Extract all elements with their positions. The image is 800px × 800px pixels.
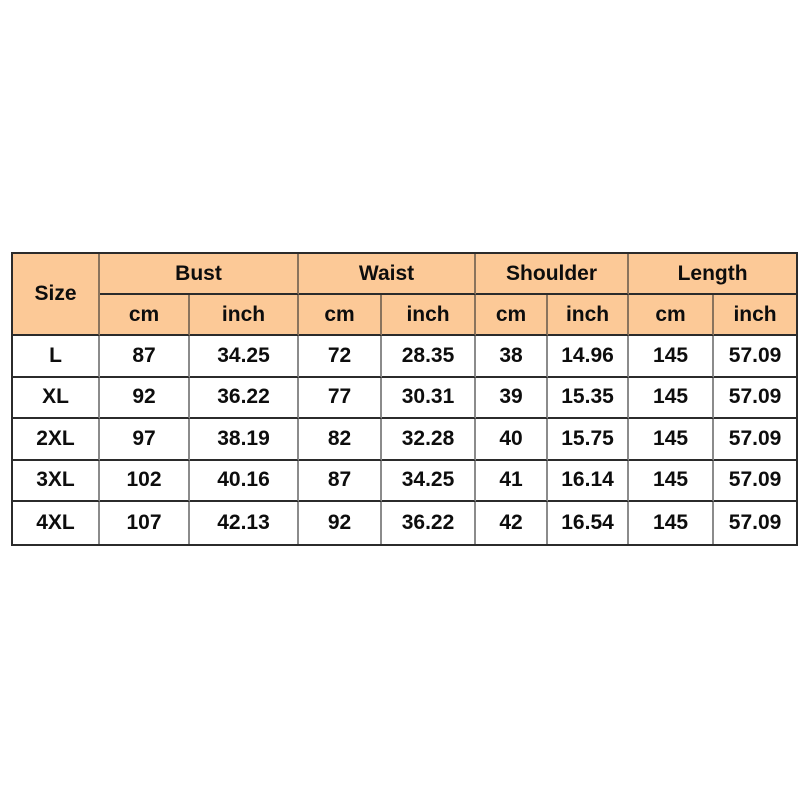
value-cell: 38 [476,336,549,378]
size-cell: 2XL [13,419,100,461]
value-cell: 39 [476,377,549,419]
header-bust: Bust [100,254,300,295]
value-cell: 92 [100,377,190,419]
size-chart-table: Size Bust Waist Shoulder Length cm inch … [11,252,799,546]
value-cell: 57.09 [728,510,782,534]
value-cell: 32.28 [382,419,477,461]
value-cell: 77 [299,377,383,419]
value-cell: 15.75 [548,419,630,461]
value-cell: 87 [100,336,190,378]
table-row-4xl: 4XL 107 42.13 92 36.22 42 16.54 145 57.0… [13,502,796,544]
subheader-bust-inch: inch [190,295,300,336]
value-cell: 41 [476,460,549,502]
value-cell: 40.16 [190,460,300,502]
value-cell: 40 [476,419,549,461]
header-length: Length [629,254,797,295]
size-cell: XL [13,377,100,419]
table-row-2xl: 2XL 97 38.19 82 32.28 40 15.75 145 57.09 [13,419,797,461]
table-row-3xl: 3XL 102 40.16 87 34.25 41 16.14 145 57.0… [13,460,797,502]
value-cell: 92 [299,502,383,544]
value-cell: 16.54 [548,502,630,544]
group-header-row: Size Bust Waist Shoulder Length [13,254,797,336]
value-cell: 30.31 [382,377,477,419]
value-cell: 38.19 [190,419,300,461]
value-cell: 57.09 [714,419,797,461]
size-cell: 4XL [13,502,100,544]
value-cell: 145 [629,502,715,544]
value-cell: 36.22 [190,377,300,419]
value-cell: 57.09 [714,378,797,419]
value-cell: 72 [299,336,383,378]
value-cell: 16.14 [548,460,630,502]
value-cell: 145 [629,336,715,378]
value-cell: 107 [100,502,190,544]
table-row-xl: XL 92 36.22 77 30.31 39 15.35 145 57.09 [13,377,797,419]
header-size: Size [13,254,100,336]
value-cell: 34.25 [382,460,477,502]
header-shoulder: Shoulder [476,254,630,295]
value-cell: 42.13 [190,502,300,544]
subheader-shoulder-inch: inch [548,295,630,336]
value-cell: 57.09 [714,461,797,502]
value-cell: 15.35 [548,377,630,419]
value-cell: 36.22 [382,502,477,544]
value-cell: 145 [629,377,715,419]
size-cell: L [13,336,100,378]
table-row-l: L 87 34.25 72 28.35 38 14.96 145 57.09 [13,336,797,378]
subheader-bust-cm: cm [100,295,190,336]
size-cell: 3XL [13,460,100,502]
value-cell: 42 [476,502,549,544]
subheader-shoulder-cm: cm [476,295,549,336]
subheader-length-inch: inch [714,295,797,336]
value-cell: 14.96 [548,336,630,378]
table-header: Size Bust Waist Shoulder Length cm inch … [13,254,797,336]
value-cell: 87 [299,460,383,502]
value-cell: 82 [299,419,383,461]
value-cell: 102 [100,460,190,502]
value-cell: 145 [629,419,715,461]
value-cell: 34.25 [190,336,300,378]
value-cell: 97 [100,419,190,461]
subheader-length-cm: cm [629,295,715,336]
table-body: L 87 34.25 72 28.35 38 14.96 145 57.09 X… [13,336,797,544]
subheader-waist-inch: inch [382,295,477,336]
value-cell: 145 [629,460,715,502]
value-cell: 28.35 [382,336,477,378]
value-cell: 57.09 [714,336,797,378]
unit-header-row: cm inch cm inch cm inch cm inch [13,295,797,336]
subheader-waist-cm: cm [299,295,383,336]
header-waist: Waist [299,254,477,295]
